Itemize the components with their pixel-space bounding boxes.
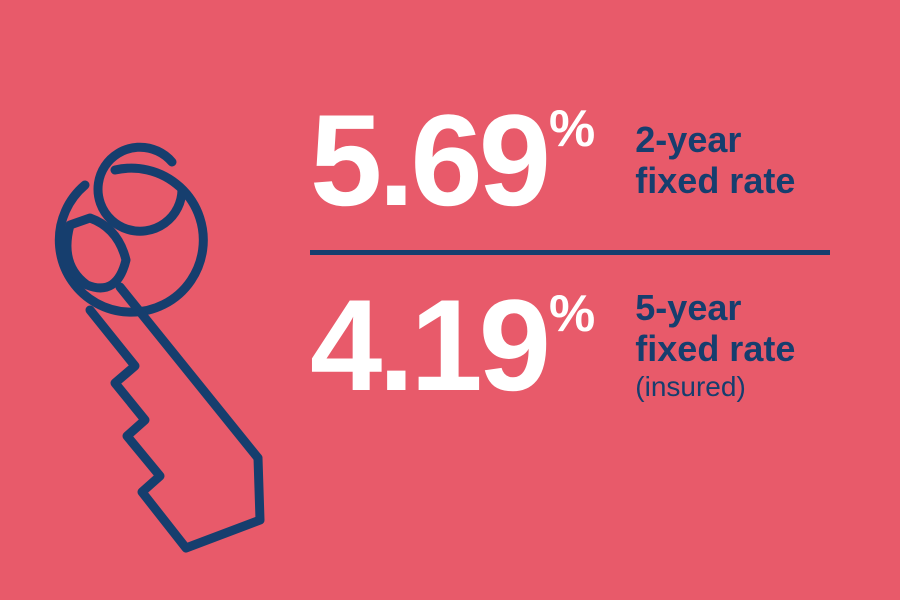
rate-block-bottom: 4.19 % <box>310 280 595 410</box>
infographic-canvas: 5.69 % 2-year fixed rate 4.19 % 5-year f… <box>0 0 900 600</box>
rate-label-top-line2: fixed rate <box>635 160 795 201</box>
rates-content: 5.69 % 2-year fixed rate 4.19 % 5-year f… <box>310 95 870 410</box>
rate-label-bottom-line2: fixed rate <box>635 328 795 369</box>
rate-label-top: 2-year fixed rate <box>635 119 795 202</box>
rate-label-bottom-sub: (insured) <box>635 371 795 403</box>
rate-percent-bottom: % <box>549 288 595 340</box>
rate-row-top: 5.69 % 2-year fixed rate <box>310 95 870 225</box>
rate-value-bottom: 4.19 <box>310 280 547 410</box>
key-icon <box>0 110 320 595</box>
rate-block-top: 5.69 % <box>310 95 595 225</box>
rate-value-top: 5.69 <box>310 95 547 225</box>
rate-percent-top: % <box>549 103 595 155</box>
rate-label-top-line1: 2-year <box>635 119 795 160</box>
rate-label-bottom: 5-year fixed rate (insured) <box>635 287 795 404</box>
rate-row-bottom: 4.19 % 5-year fixed rate (insured) <box>310 280 870 410</box>
divider-line <box>310 250 830 255</box>
rate-label-bottom-line1: 5-year <box>635 287 795 328</box>
